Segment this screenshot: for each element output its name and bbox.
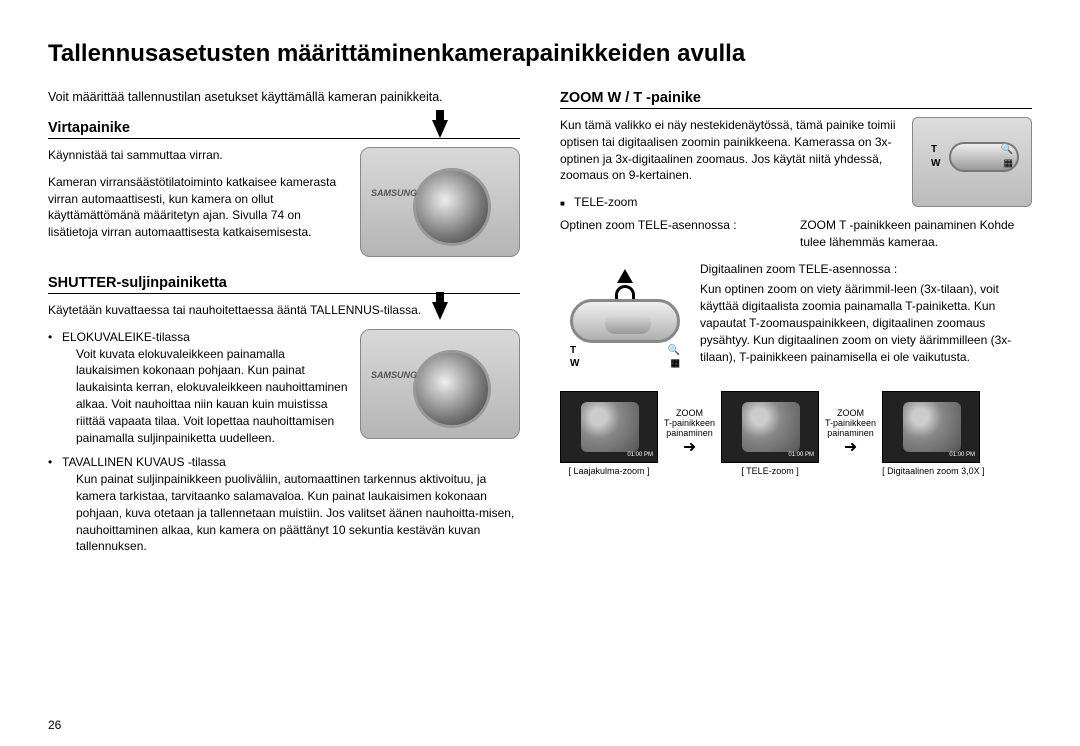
magnify-icon: 🔍	[1001, 144, 1013, 155]
lcd-preview-icon	[882, 391, 980, 463]
thumb-caption-3: [ Digitaalinen zoom 3,0X ]	[882, 466, 980, 476]
intro-text: Voit määrittää tallennustilan asetukset …	[48, 90, 520, 104]
arrow-between-1: ZOOM T-painikkeen painaminen ➜	[664, 409, 715, 456]
arrow-lbl-zoom: ZOOM	[837, 408, 864, 418]
right-arrow-icon: ➜	[825, 439, 876, 457]
shutter-bullets-2: TAVALLINEN KUVAUS -tilassa Kun painat su…	[48, 454, 520, 555]
zoom-thumbnails: [ Laajakulma-zoom ] ZOOM T-painikkeen pa…	[560, 391, 1032, 476]
down-arrow-icon	[432, 120, 448, 138]
def2-value: Kun optinen zoom on viety äärimmil-leen …	[700, 281, 1032, 365]
label-T: T	[931, 144, 937, 155]
label-T: T	[570, 345, 576, 356]
arrow-lbl-tpress: T-painikkeen	[825, 418, 876, 428]
section-shutter-heading: SHUTTER-suljinpainiketta	[48, 275, 520, 294]
label-W: W	[570, 358, 579, 369]
virtapainike-block: Käynnistää tai sammuttaa virran. Kameran…	[48, 147, 520, 257]
thumb-digital: [ Digitaalinen zoom 3,0X ]	[882, 391, 980, 476]
thumb-caption-2: [ TELE-zoom ]	[721, 466, 819, 476]
right-arrow-icon: ➜	[664, 439, 715, 457]
arrow-lbl-zoom: ZOOM	[676, 408, 703, 418]
tele-zoom-item: TELE-zoom	[560, 194, 1032, 211]
page-number: 26	[48, 718, 61, 732]
arrow-between-2: ZOOM T-painikkeen painaminen ➜	[825, 409, 876, 456]
thumb-caption-1: [ Laajakulma-zoom ]	[560, 466, 658, 476]
bullet1-text: Voit kuvata elokuvaleikkeen painamalla l…	[62, 346, 350, 447]
zoom-widget-illustration: T 🔍 W ▦	[565, 269, 685, 369]
arrow-lbl-tpress: T-painikkeen	[664, 418, 715, 428]
digital-zoom-block: T 🔍 W ▦ Digitaalinen zoom TELE-asennossa…	[560, 261, 1032, 377]
virtapainike-p1: Käynnistää tai sammuttaa virran.	[48, 147, 350, 164]
down-arrow-icon	[432, 302, 448, 320]
section-zoom-heading: ZOOM W / T -painike	[560, 90, 1032, 109]
lcd-preview-icon	[560, 391, 658, 463]
shutter-intro: Käytetään kuvattaessa tai nauhoitettaess…	[48, 302, 520, 319]
thumb-tele: [ TELE-zoom ]	[721, 391, 819, 476]
bullet2-text: Kun painat suljinpainikkeen puoliväliin,…	[62, 471, 520, 555]
grid-icon: ▦	[1004, 158, 1013, 169]
thumb-wide: [ Laajakulma-zoom ]	[560, 391, 658, 476]
bullet1-label: ELOKUVALEIKE-tilassa	[62, 330, 190, 344]
tele-zoom-list: TELE-zoom	[560, 194, 1032, 211]
right-column: ZOOM W / T -painike T W 🔍 ▦ Kun tämä val…	[560, 90, 1032, 563]
zoom-intro-block: T W 🔍 ▦ Kun tämä valikko ei näy nestekid…	[560, 117, 1032, 184]
def1-term: Optinen zoom TELE-asennossa :	[560, 217, 800, 251]
arrow-lbl-press: painaminen	[666, 428, 713, 438]
section-virtapainike-heading: Virtapainike	[48, 120, 520, 139]
label-W: W	[931, 158, 940, 169]
virtapainike-p2: Kameran virransäästötilatoiminto katkais…	[48, 174, 350, 241]
shutter-block: ELOKUVALEIKE-tilassa Voit kuvata elokuva…	[48, 329, 520, 455]
def2-term: Digitaalinen zoom TELE-asennossa :	[700, 261, 897, 278]
lcd-preview-icon	[721, 391, 819, 463]
zoom-definitions: Optinen zoom TELE-asennossa : ZOOM T -pa…	[560, 217, 1032, 251]
def1-value: ZOOM T -painikkeen painaminen Kohde tule…	[800, 217, 1032, 251]
camera-bottom-illustration	[360, 329, 520, 439]
grid-icon: ▦	[671, 358, 680, 369]
up-arrow-icon	[617, 269, 633, 283]
content-columns: Voit määrittää tallennustilan asetukset …	[48, 90, 1032, 563]
arrow-lbl-press: painaminen	[827, 428, 874, 438]
shutter-bullets: ELOKUVALEIKE-tilassa Voit kuvata elokuva…	[48, 329, 350, 455]
camera-top-illustration	[360, 147, 520, 257]
zoom-rocker-icon	[570, 299, 680, 343]
magnify-icon: 🔍	[668, 345, 680, 356]
left-column: Voit määrittää tallennustilan asetukset …	[48, 90, 520, 563]
page-title: Tallennusasetusten määrittäminenkamerapa…	[48, 40, 1032, 68]
bullet2-label: TAVALLINEN KUVAUS -tilassa	[62, 455, 226, 469]
